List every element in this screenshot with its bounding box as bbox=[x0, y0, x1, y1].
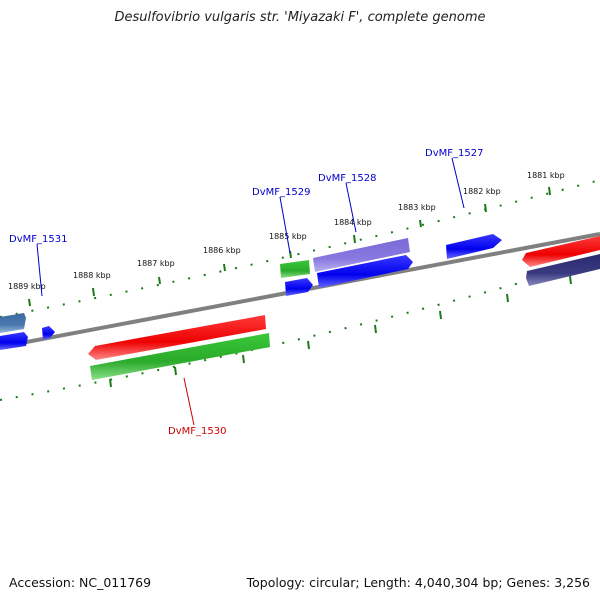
gene-arrow-blue[interactable] bbox=[0, 332, 28, 350]
gene-label-dvmf-1530[interactable]: DvMF_1530 bbox=[168, 426, 226, 437]
gene-arrow-green[interactable] bbox=[280, 260, 310, 278]
gene-label-dvmf-1529[interactable]: DvMF_1529 bbox=[252, 187, 310, 198]
map-title: Desulfovibrio vulgaris str. 'Miyazaki F'… bbox=[114, 10, 486, 25]
gene-arrow-blue[interactable] bbox=[285, 278, 313, 296]
kbp-label: 1882 kbp bbox=[463, 187, 501, 196]
gene-arrow-red[interactable] bbox=[88, 315, 266, 360]
lower-tick-track bbox=[0, 259, 600, 401]
kbp-label: 1888 kbp bbox=[73, 271, 111, 280]
leader-line bbox=[36, 243, 43, 297]
gene-arrow-lavender[interactable] bbox=[313, 238, 410, 272]
gene-arrow-red[interactable] bbox=[522, 236, 600, 267]
accession-text: Accession: NC_011769 bbox=[9, 575, 152, 590]
gene-arrow-navy[interactable] bbox=[526, 254, 600, 286]
gene-arrow-blue[interactable] bbox=[317, 255, 413, 288]
gene-label-dvmf-1531[interactable]: DvMF_1531 bbox=[9, 234, 67, 245]
leader-line bbox=[279, 196, 291, 254]
kbp-label: 1887 kbp bbox=[137, 259, 175, 268]
kbp-label: 1883 kbp bbox=[398, 203, 436, 212]
gene-arrow-blue[interactable] bbox=[446, 234, 502, 259]
lower-major-ticks bbox=[109, 275, 572, 388]
gene-arrow-steel[interactable] bbox=[0, 313, 26, 333]
genome-summary-text: Topology: circular; Length: 4,040,304 bp… bbox=[246, 575, 590, 590]
leader-line bbox=[451, 157, 465, 209]
kbp-label: 1885 kbp bbox=[269, 232, 307, 241]
upper-tick-track bbox=[0, 179, 600, 318]
leader-line bbox=[345, 182, 357, 233]
upper-major-ticks bbox=[28, 186, 551, 307]
kbp-label: 1886 kbp bbox=[203, 246, 241, 255]
gene-label-dvmf-1527[interactable]: DvMF_1527 bbox=[425, 148, 483, 159]
leader-line bbox=[183, 377, 195, 426]
kbp-label: 1884 kbp bbox=[334, 218, 372, 227]
kbp-label: 1881 kbp bbox=[527, 171, 565, 180]
kbp-label: 1889 kbp bbox=[8, 282, 46, 291]
gene-arrow-blue[interactable] bbox=[42, 326, 55, 340]
gene-arrow-green[interactable] bbox=[90, 333, 270, 380]
gene-label-dvmf-1528[interactable]: DvMF_1528 bbox=[318, 173, 376, 184]
